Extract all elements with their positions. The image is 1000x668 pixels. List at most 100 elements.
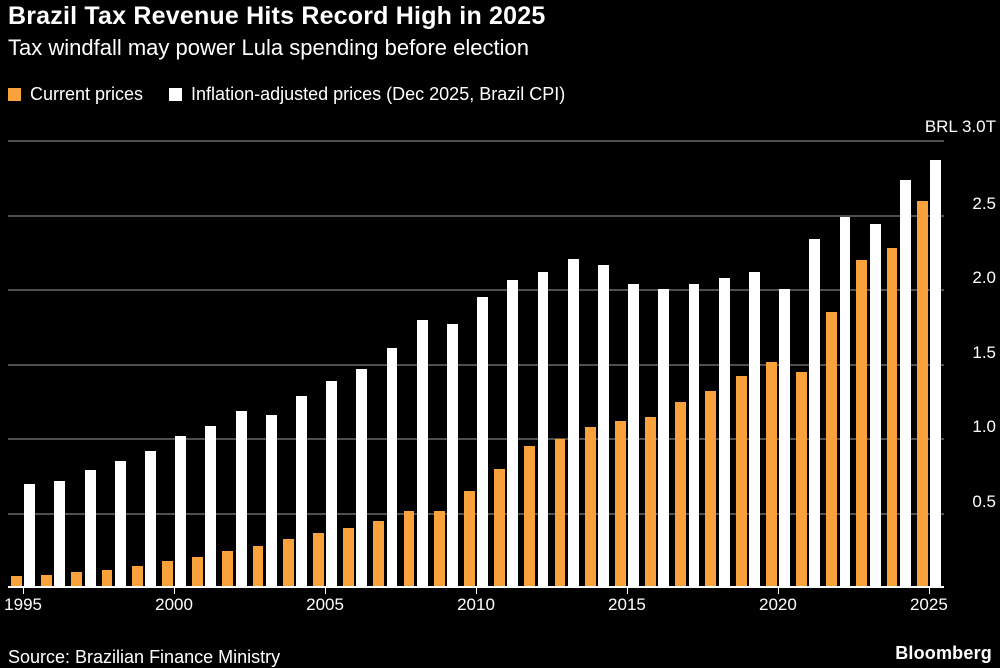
plot-area <box>8 140 944 594</box>
bar-current-2002 <box>222 550 234 588</box>
bar-adjusted-2017 <box>688 284 700 588</box>
bar-current-2006 <box>343 528 354 588</box>
bar-current-2001 <box>192 556 204 588</box>
bar-adjusted-2009 <box>447 324 458 588</box>
bar-current-2018 <box>705 391 717 588</box>
source-credit: Source: Brazilian Finance Ministry <box>8 647 281 667</box>
bar-adjusted-2013 <box>567 258 579 588</box>
bar-current-1998 <box>101 570 113 588</box>
bar-adjusted-2008 <box>416 319 428 588</box>
bar-adjusted-2020 <box>779 288 790 588</box>
bar-adjusted-2024 <box>899 179 911 588</box>
bar-current-2010 <box>463 491 475 588</box>
bar-current-2024 <box>886 248 898 588</box>
x-tick-label-2025: 2025 <box>909 595 948 614</box>
bar-current-2004 <box>282 538 294 588</box>
legend-label-current: Current prices <box>30 84 144 104</box>
legend-item-adjusted: Inflation-adjusted prices (Dec 2025, Bra… <box>169 84 565 105</box>
bar-adjusted-2019 <box>748 272 760 588</box>
bar-current-2003 <box>252 546 264 588</box>
gridline-2 <box>8 289 944 291</box>
page-title: Brazil Tax Revenue Hits Record High in 2… <box>8 2 546 30</box>
x-tick-label-2005: 2005 <box>306 595 344 614</box>
bar-adjusted-2025 <box>930 160 941 588</box>
bar-adjusted-2006 <box>356 368 368 588</box>
y-tick-label-0.5: 0.5 <box>972 491 996 511</box>
x-tick-label-2015: 2015 <box>608 595 646 614</box>
y-tick-label-1.5: 1.5 <box>972 342 996 362</box>
x-tick-label-1995: 1995 <box>4 595 43 614</box>
gridline-2.5 <box>8 215 944 216</box>
bar-current-2005 <box>312 532 324 588</box>
x-tick-mark-2010 <box>476 588 477 594</box>
x-tick-mark-2020 <box>777 588 779 594</box>
bar-adjusted-2011 <box>507 279 519 588</box>
x-tick-mark-2025 <box>928 588 930 594</box>
bar-adjusted-2001 <box>205 425 217 588</box>
bloomberg-logo: Bloomberg <box>895 643 992 663</box>
x-tick-mark-2015 <box>626 588 628 594</box>
bar-adjusted-2010 <box>477 297 489 588</box>
bar-current-2019 <box>735 376 747 588</box>
bar-adjusted-2022 <box>839 217 851 588</box>
legend-swatch-adjusted <box>169 88 183 101</box>
bar-current-2008 <box>403 510 415 588</box>
bar-current-2020 <box>765 361 777 588</box>
bar-adjusted-1997 <box>84 470 96 588</box>
bar-current-2011 <box>494 468 505 588</box>
bar-adjusted-1995 <box>24 483 36 588</box>
x-tick-label-2000: 2000 <box>155 595 193 614</box>
bar-current-2000 <box>161 561 173 588</box>
y-axis-top-label: BRL 3.0T <box>924 117 996 136</box>
legend-label-adjusted: Inflation-adjusted prices (Dec 2025, Bra… <box>191 84 566 104</box>
bar-adjusted-1998 <box>114 461 126 588</box>
bar-current-2025 <box>916 200 928 588</box>
x-tick-mark-2005 <box>325 588 327 594</box>
y-tick-label-1.0: 1.0 <box>972 417 996 436</box>
bar-adjusted-2002 <box>235 410 247 588</box>
x-tick-mark-2000 <box>174 588 176 594</box>
gridline-3 <box>8 140 944 142</box>
bar-current-2007 <box>373 520 385 588</box>
bar-adjusted-2016 <box>658 288 670 588</box>
legend: Current prices Inflation-adjusted prices… <box>8 84 565 105</box>
x-tick-mark-1995 <box>23 588 25 594</box>
gridline-1 <box>8 438 944 440</box>
bar-current-2021 <box>796 371 807 588</box>
bar-current-1995 <box>11 576 22 588</box>
y-tick-label-2.5: 2.5 <box>972 193 996 213</box>
bar-current-2015 <box>614 421 626 588</box>
y-axis-labels: 2.5 2.0 1.5 1.0 0.5 <box>946 141 996 588</box>
bar-current-1996 <box>41 574 53 588</box>
page-subtitle: Tax windfall may power Lula spending bef… <box>8 35 529 60</box>
bar-adjusted-1999 <box>145 450 156 588</box>
bar-current-1997 <box>71 571 83 588</box>
bar-adjusted-2018 <box>718 278 730 588</box>
bar-current-2016 <box>645 416 656 588</box>
bar-current-2014 <box>584 427 596 588</box>
x-axis-line <box>8 586 944 588</box>
bar-adjusted-2023 <box>869 224 881 588</box>
bar-current-2013 <box>554 439 566 588</box>
gridline-0.5 <box>8 513 944 515</box>
bar-adjusted-2007 <box>386 348 398 588</box>
bar-adjusted-2014 <box>597 264 609 588</box>
bar-current-1999 <box>131 565 143 588</box>
bar-adjusted-2000 <box>175 436 187 588</box>
bar-adjusted-2004 <box>296 395 307 588</box>
bar-adjusted-2003 <box>265 415 277 588</box>
legend-swatch-current <box>8 88 21 101</box>
bar-current-2022 <box>826 312 838 588</box>
legend-item-current: Current prices <box>8 84 143 105</box>
x-tick-label-2010: 2010 <box>457 595 495 614</box>
bar-current-2012 <box>524 446 536 588</box>
bar-adjusted-2012 <box>537 272 549 588</box>
bar-current-2023 <box>856 260 868 588</box>
bar-adjusted-2021 <box>809 239 821 588</box>
bar-current-2017 <box>675 401 687 588</box>
bar-adjusted-1996 <box>54 480 66 588</box>
y-tick-label-2.0: 2.0 <box>972 268 996 287</box>
x-tick-label-2020: 2020 <box>759 595 797 614</box>
bar-current-2009 <box>433 510 445 588</box>
